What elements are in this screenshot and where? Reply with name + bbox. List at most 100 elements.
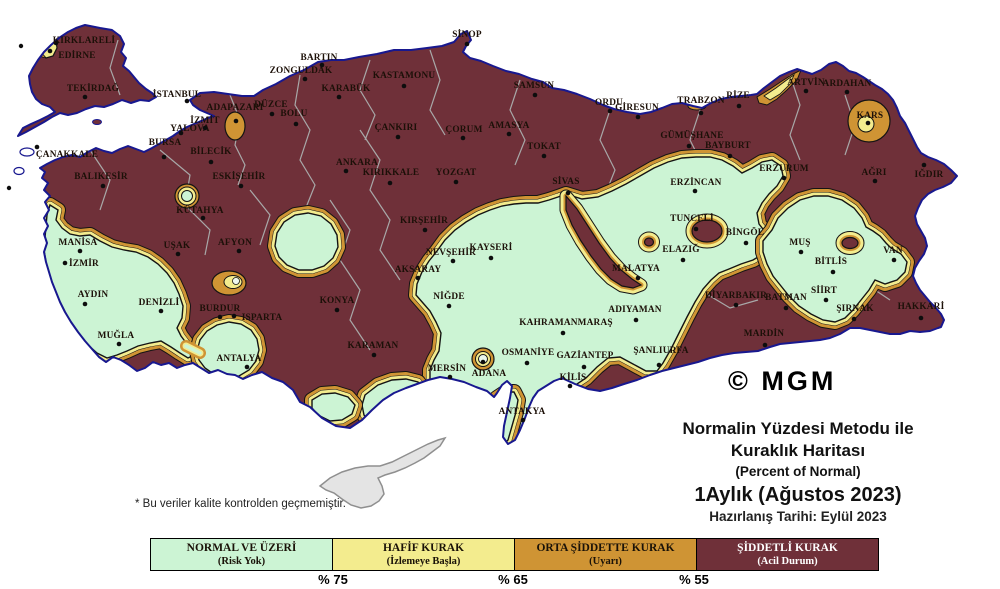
- city-label-BURSA: BURSA: [149, 138, 182, 148]
- city-dot-BİTLİS: [830, 269, 836, 275]
- city-label-ERZİNCAN: ERZİNCAN: [670, 176, 721, 188]
- city-dot-ANTALYA: [244, 364, 250, 370]
- city-layer: KIRKLARELİ EDİRNE TEKİRDAĞ İSTANBUL ÇANAKKAL…: [6, 28, 944, 423]
- city-dot-ŞANLIURFA: [656, 362, 662, 368]
- island: [92, 119, 102, 125]
- island: [13, 166, 25, 176]
- province-boundary: [509, 79, 526, 166]
- city-dot-SAMSUN: [532, 92, 538, 98]
- moderate-blob-burdur-core: [232, 277, 240, 285]
- city-dot-AFYON: [236, 248, 242, 254]
- city-label-ANTAKYA: ANTAKYA: [499, 407, 546, 417]
- province-boundary: [789, 74, 801, 161]
- city-dot-DÜZCE: [269, 111, 275, 117]
- city-label-VAN: VAN: [883, 246, 903, 256]
- province-boundary: [89, 149, 111, 211]
- city-label-ISPARTA: ISPARTA: [242, 313, 283, 323]
- city-label-BOLU: BOLU: [280, 109, 307, 119]
- city-label-ÇANKIRI: ÇANKIRI: [375, 123, 418, 133]
- city-label-ADANA: ADANA: [472, 369, 507, 379]
- city-label-NİĞDE: NİĞDE: [433, 289, 464, 302]
- province-boundary: [599, 109, 616, 196]
- city-label-DÜZCE: DÜZCE: [254, 97, 288, 110]
- legend-subtitle: (Acil Durum): [757, 555, 818, 567]
- city-dot-VAN: [891, 257, 897, 263]
- city-dot-NİĞDE: [446, 303, 452, 309]
- province-boundary: [294, 74, 316, 211]
- city-dot-İZMİT: [202, 125, 208, 131]
- severe-spot-malatya: [643, 237, 655, 247]
- city-dot-İSTANBUL: [184, 98, 190, 104]
- city-label-MUĞLA: MUĞLA: [98, 328, 135, 341]
- city-dot-KAHRAMANMARAŞ: [560, 330, 566, 336]
- city-dot-KIRŞEHİR: [422, 227, 428, 233]
- city-dot-ISPARTA: [231, 313, 237, 319]
- city-label-ADIYAMAN: ADIYAMAN: [608, 305, 662, 315]
- legend-category: ORTA ŞİDDETTE KURAK: [536, 541, 675, 554]
- city-dot-YALOVA: [178, 130, 184, 136]
- city-label-İZMİR: İZMİR: [69, 257, 99, 269]
- city-label-ÇORUM: ÇORUM: [445, 125, 482, 135]
- city-label-IĞDIR: IĞDIR: [915, 167, 944, 180]
- city-dot-KARS: [865, 120, 871, 126]
- city-dot-MARDİN: [762, 342, 768, 348]
- city-dot-KÜTAHYA: [200, 215, 206, 221]
- city-label-AMASYA: AMASYA: [488, 121, 529, 131]
- city-label-SİNOP: SİNOP: [452, 28, 482, 40]
- city-dot-KAYSERİ: [488, 255, 494, 261]
- city-dot-GİRESUN: [635, 114, 641, 120]
- map-title-block: Normalin Yüzdesi Metodu ile Kuraklık Har…: [598, 418, 998, 526]
- thrace-coastline: [17, 24, 157, 137]
- city-label-NEVŞEHİR: NEVŞEHİR: [426, 246, 476, 258]
- stray-dot: [6, 185, 12, 191]
- city-label-YALOVA: YALOVA: [170, 124, 210, 134]
- city-label-TOKAT: TOKAT: [527, 142, 561, 152]
- city-label-GİRESUN: GİRESUN: [615, 101, 659, 113]
- city-label-ESKİŞEHİR: ESKİŞEHİR: [213, 170, 266, 182]
- city-dot-ELAZIĞ: [680, 257, 686, 263]
- city-dot-ARTVİN: [803, 88, 809, 94]
- city-label-UŞAK: UŞAK: [164, 241, 191, 251]
- legend-category: HAFİF KURAK: [382, 541, 465, 554]
- city-label-KARS: KARS: [857, 111, 884, 121]
- city-dot-SİNOP: [464, 41, 470, 47]
- title-period: 1Aylık (Ağustos 2023): [694, 484, 902, 506]
- city-dot-YOZGAT: [453, 179, 459, 185]
- city-dot-KIRIKKALE: [387, 180, 393, 186]
- cyprus-outline: [318, 436, 447, 509]
- city-label-ORDU: ORDU: [595, 98, 623, 108]
- city-label-BARTIN: BARTIN: [300, 53, 337, 63]
- city-dot-GAZİANTEP: [581, 364, 587, 370]
- city-label-ŞANLIURFA: ŞANLIURFA: [633, 346, 688, 356]
- legend-cell-2: ORTA ŞİDDETTE KURAK (Uyarı): [515, 539, 697, 570]
- city-dot-ZONGULDAK: [302, 76, 308, 82]
- moderate-blob-adapazari: [224, 111, 246, 141]
- city-dot-KARAMAN: [371, 352, 377, 358]
- city-dot-DİYARBAKIR: [733, 302, 739, 308]
- city-dot-ARDAHAN: [844, 89, 850, 95]
- city-dot-KARABÜK: [336, 94, 342, 100]
- city-dot-ÇANAKKALE: [34, 144, 40, 150]
- city-dot-DENİZLİ: [158, 308, 164, 314]
- city-label-AYDIN: AYDIN: [78, 290, 109, 300]
- island: [19, 147, 35, 157]
- title-line-1: Normalin Yüzdesi Metodu ile: [682, 419, 914, 438]
- title-prepared-date: Hazırlanış Tarihi: Eylül 2023: [709, 509, 887, 524]
- city-label-ARDAHAN: ARDAHAN: [823, 79, 872, 89]
- city-dot-IĞDIR: [921, 162, 927, 168]
- city-label-KAYSERİ: KAYSERİ: [470, 241, 513, 253]
- severe-pocket-lake-van: [841, 236, 859, 250]
- city-dot-AYDIN: [82, 301, 88, 307]
- city-dot-ORDU: [607, 108, 613, 114]
- city-dot-TUNCELİ: [693, 226, 699, 232]
- city-dot-MANİSA: [77, 248, 83, 254]
- city-label-SİİRT: SİİRT: [811, 284, 838, 296]
- city-label-BATMAN: BATMAN: [765, 293, 807, 303]
- city-label-ZONGULDAK: ZONGULDAK: [270, 66, 333, 76]
- normal-zone-anamur: [311, 392, 356, 422]
- city-label-TUNCELİ: TUNCELİ: [670, 212, 714, 224]
- city-dot-RİZE: [736, 103, 742, 109]
- legend-subtitle: (İzlemeye Başla): [386, 555, 461, 567]
- city-dot-BOLU: [293, 121, 299, 127]
